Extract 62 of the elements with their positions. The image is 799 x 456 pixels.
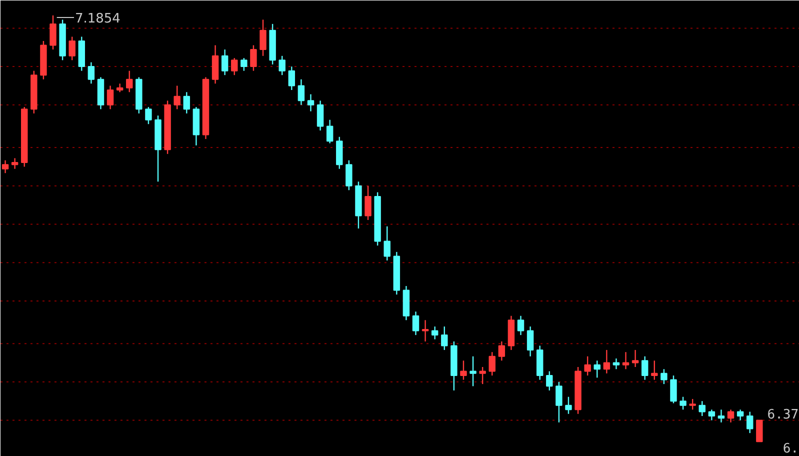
candlestick <box>460 360 467 380</box>
candlestick <box>479 366 486 385</box>
candlestick <box>689 398 696 410</box>
candlestick <box>526 326 534 357</box>
candlestick <box>145 106 152 125</box>
candlestick <box>698 400 706 417</box>
candlestick <box>68 36 76 61</box>
candlestick <box>565 396 572 414</box>
candlestick <box>11 158 18 170</box>
candlestick <box>298 78 305 106</box>
candlestick <box>346 160 352 191</box>
candlestick <box>307 94 314 112</box>
candlestick <box>641 356 648 380</box>
candlestick <box>651 360 658 380</box>
candlestick <box>498 340 506 362</box>
candlestick <box>584 356 591 376</box>
candlestick <box>231 57 238 76</box>
candlestick <box>470 356 476 387</box>
candlestick <box>326 119 334 144</box>
candlestick <box>88 62 95 84</box>
candlestick <box>2 160 9 174</box>
candlestick <box>422 320 429 342</box>
candlestick <box>680 396 686 410</box>
candlestick <box>50 14 56 50</box>
candlestick <box>556 381 562 424</box>
candlestick <box>488 351 496 376</box>
candlestick <box>546 370 553 392</box>
candlestick <box>756 420 763 442</box>
candlestick <box>240 57 248 72</box>
candlestick <box>736 409 744 421</box>
candlestick <box>622 351 630 370</box>
text: 6. <box>782 442 799 456</box>
candlestick <box>632 349 639 368</box>
candlestick <box>260 19 266 56</box>
candlestick <box>278 55 286 76</box>
candlestick <box>517 315 524 336</box>
candlestick <box>412 311 420 336</box>
candlestick <box>746 411 754 434</box>
candlestick <box>718 409 725 424</box>
candlestick <box>183 92 190 114</box>
candlestick <box>594 360 600 378</box>
candlestick <box>660 368 668 385</box>
candlestick <box>670 374 677 404</box>
candlestick <box>316 100 324 132</box>
candlestick <box>288 66 296 91</box>
candlestick <box>174 85 180 110</box>
candlestick <box>126 70 133 93</box>
candlestick <box>212 44 219 84</box>
candlestick <box>106 85 114 110</box>
candlestick <box>221 48 228 76</box>
candlestick <box>250 44 257 72</box>
candlestick <box>727 409 734 424</box>
text: 6.37 <box>767 407 799 422</box>
candlestick <box>364 185 372 221</box>
candlestick <box>384 226 390 262</box>
candlestick <box>441 326 448 351</box>
candlestick <box>336 136 343 170</box>
candlestick <box>708 409 716 421</box>
annotation: 7.1854 <box>74 12 120 27</box>
candlestick <box>612 358 620 370</box>
candlestick <box>431 326 438 340</box>
candlestick <box>603 349 610 374</box>
